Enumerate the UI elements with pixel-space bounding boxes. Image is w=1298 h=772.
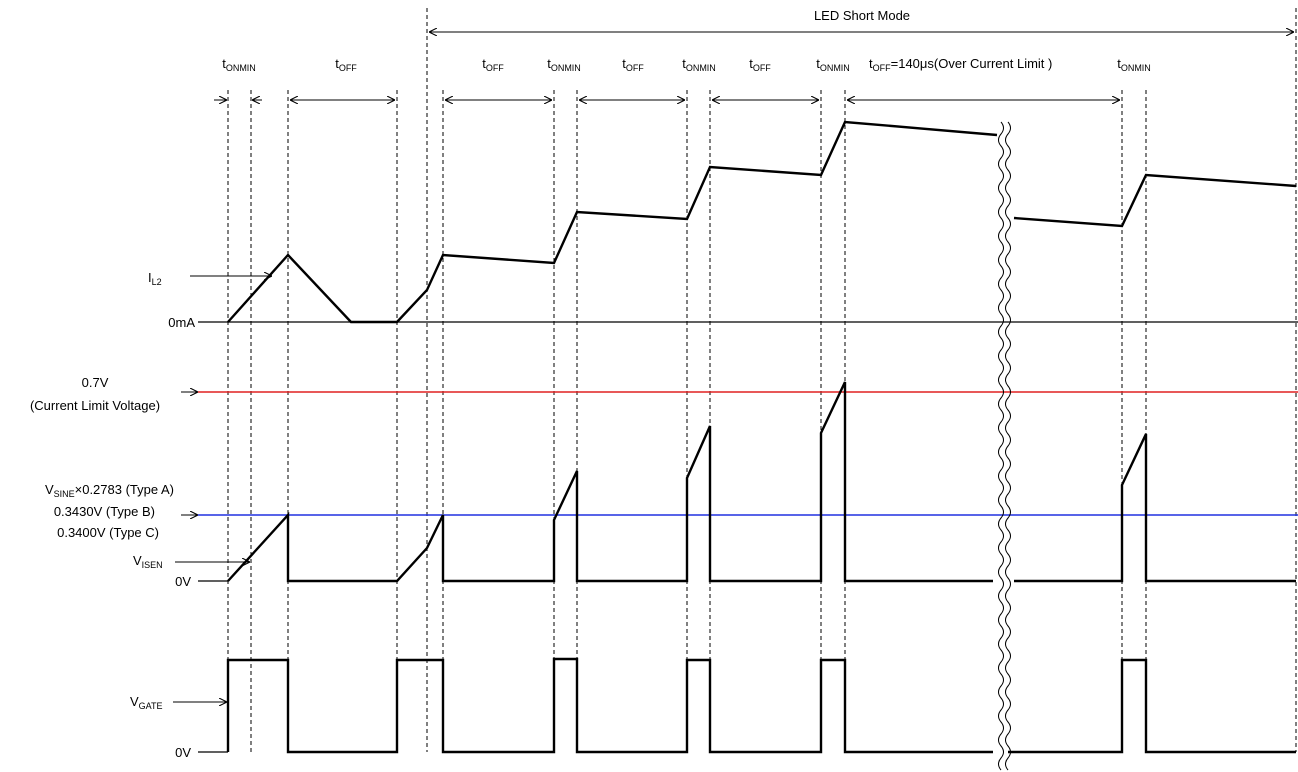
toff-label: tOFF [622,56,644,73]
ref-a-suffix: ×0.2783 (Type A) [75,482,174,497]
toff-label: tOFF [482,56,504,73]
ton-sub: ONMIN [226,63,256,73]
toff-ocl-sub: OFF [873,63,891,73]
ton-sub: ONMIN [820,63,850,73]
toff-main: t [482,56,486,71]
il2-trace [1013,173,1297,228]
visen-sub: ISEN [142,560,163,570]
vgate-label: VGATE [130,694,163,711]
ton-main: t [682,56,686,71]
ton-label: tONMIN [222,56,256,73]
visen-trace [1014,433,1296,583]
break-wave-line [1005,121,1011,771]
mode-label: LED Short Mode [814,8,910,23]
ref-type-a-label: VSINE×0.2783 (Type A) [45,482,174,499]
signal-labels: IL2 0mA 0.7V (Current Limit Voltage) VSI… [30,270,272,760]
ref-a-main: V [45,482,54,497]
toff-sub: OFF [753,63,771,73]
visen-label: VISEN [133,553,163,570]
ton-main: t [816,56,820,71]
ton-main: t [547,56,551,71]
il2-main: I [148,270,152,285]
ref-type-c-label: 0.3400V (Type C) [57,525,159,540]
guide-lines [227,8,1297,752]
ref-type-b-label: 0.3430V (Type B) [54,504,155,519]
baselines [198,321,1298,753]
visen-trace [227,381,993,583]
ton-label: tONMIN [547,56,581,73]
toff-sub: OFF [486,63,504,73]
zero-ma-label: 0mA [168,315,195,330]
il2-sub: L2 [152,277,162,287]
time-break-symbol [998,121,1011,771]
toff-label: tOFF [749,56,771,73]
visen-main: V [133,553,142,568]
toff-label: tOFF [335,56,357,73]
vgate-waveform [226,657,1296,754]
toff-ocl-suffix: =140μs(Over Current Limit ) [891,56,1053,71]
ton-main: t [1117,56,1121,71]
ton-label: tONMIN [816,56,850,73]
toff-main: t [335,56,339,71]
toff-main: t [622,56,626,71]
led-short-mode-span: LED Short Mode [429,8,1294,32]
toff-main: t [749,56,753,71]
vgate-trace [226,657,993,754]
toff-sub: OFF [626,63,644,73]
vgate-sub: GATE [139,701,163,711]
il2-trace [227,120,998,324]
toff-sub: OFF [339,63,357,73]
ton-label: tONMIN [1117,56,1151,73]
timing-labels: tONMIN tOFF tOFF tONMIN tOFF tONMIN tOFF… [222,56,1151,73]
ton-sub: ONMIN [686,63,716,73]
vgate-main: V [130,694,139,709]
toff-ocl-label: tOFF=140μs(Over Current Limit ) [869,56,1052,73]
break-wave-line [998,121,1004,771]
ton-sub: ONMIN [551,63,581,73]
zero-v-sense-label: 0V [175,574,191,589]
visen-waveform [227,381,1296,583]
current-limit-desc: (Current Limit Voltage) [30,398,160,413]
current-limit-label: 0.7V [82,375,109,390]
il2-label: IL2 [148,270,162,287]
il2-waveform [227,120,1297,324]
ref-a-sub: SINE [54,489,75,499]
zero-v-gate-label: 0V [175,745,191,760]
toff-ocl-main: t [869,56,873,71]
vgate-trace [1008,658,1296,754]
ton-sub: ONMIN [1121,63,1151,73]
ton-label: tONMIN [682,56,716,73]
ton-main: t [222,56,226,71]
